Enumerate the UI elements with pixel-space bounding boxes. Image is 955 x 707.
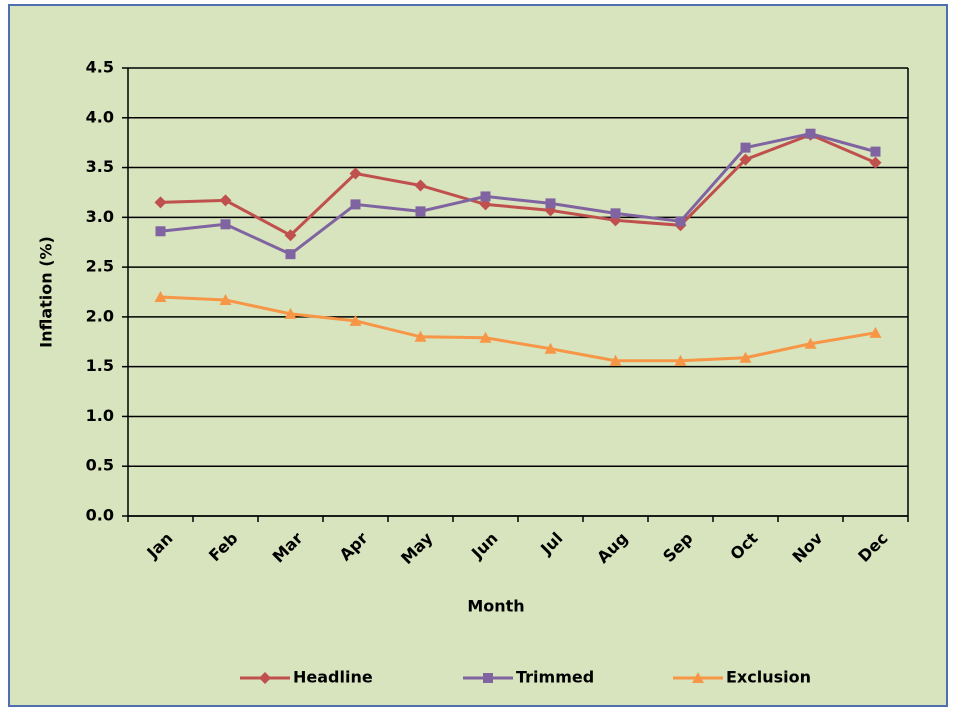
point [284, 229, 297, 242]
point [544, 342, 557, 354]
y-tick-label: 2.5 [86, 257, 114, 276]
point [804, 337, 817, 349]
y-axis-title: Inflation (%) [37, 236, 56, 348]
point [609, 354, 622, 366]
point [155, 226, 166, 237]
legend-marker [483, 673, 493, 683]
y-tick-label: 2.0 [86, 306, 114, 325]
x-axis-title: Month [467, 597, 524, 616]
point [154, 196, 167, 209]
point [805, 128, 816, 139]
point [414, 179, 427, 192]
point [285, 249, 296, 260]
point [479, 331, 492, 343]
point [870, 146, 881, 157]
legend-label: Exclusion [726, 668, 811, 687]
y-tick-label: 3.5 [86, 157, 114, 176]
point [220, 219, 231, 230]
y-tick-label: 1.5 [86, 356, 114, 375]
series-line [160, 295, 876, 363]
legend-label: Headline [293, 668, 373, 687]
point [545, 198, 556, 209]
point [414, 330, 427, 342]
point [869, 156, 882, 169]
point [284, 307, 297, 319]
chart-background [8, 4, 948, 707]
series-line [160, 132, 876, 256]
point [350, 199, 361, 210]
point [740, 142, 751, 153]
point [349, 167, 362, 180]
y-tick-label: 1.0 [86, 406, 114, 425]
point [675, 216, 686, 227]
point [415, 206, 426, 217]
y-tick-label: 0.5 [86, 456, 114, 475]
point [219, 194, 232, 207]
point [739, 153, 752, 166]
series-line [160, 133, 877, 238]
point [154, 290, 167, 302]
point [739, 351, 752, 363]
y-tick-label: 4.0 [86, 107, 114, 126]
point [869, 326, 882, 338]
y-tick-label: 4.5 [86, 58, 114, 77]
point [674, 354, 687, 366]
y-tick-label: 3.0 [86, 207, 114, 226]
point [610, 208, 621, 219]
y-tick-label: 0.0 [86, 506, 114, 525]
legend-marker [692, 672, 704, 683]
point [219, 293, 232, 305]
legend-label: Trimmed [516, 668, 594, 687]
legend-marker [259, 672, 271, 684]
point [480, 191, 491, 202]
point [349, 314, 362, 326]
